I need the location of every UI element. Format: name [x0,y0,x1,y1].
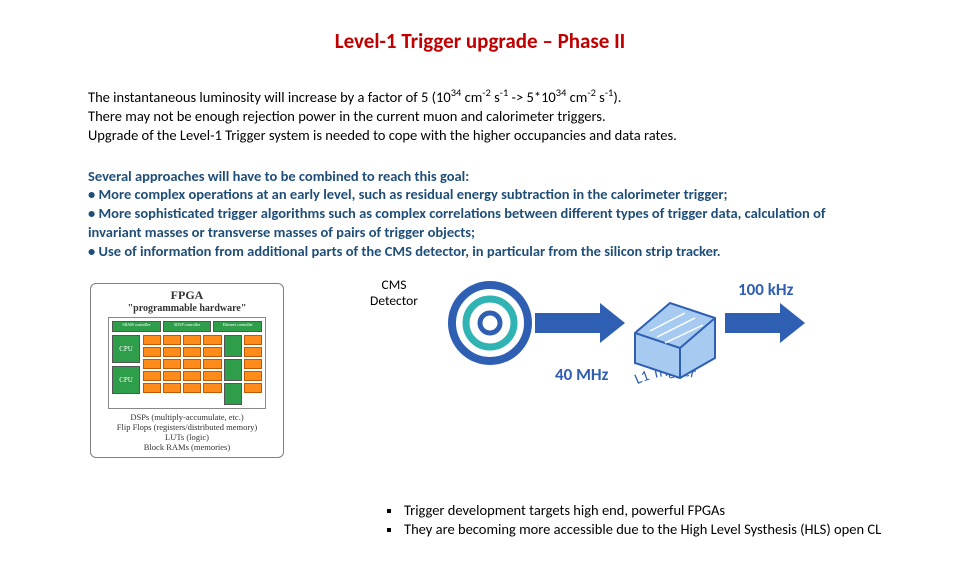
p1-u3: cm [566,88,587,106]
fpga-footer: DSPs (multiply-accumulate, etc.) Flip Fl… [97,412,277,453]
fpga-diagram: FPGA "programmable hardware" SRAM contro… [90,283,284,458]
p1-e1: 34 [451,86,462,99]
p1-e3: -1 [500,86,509,99]
p1-end: ). [613,88,621,106]
p1-l3: Upgrade of the Level-1 Trigger system is… [88,126,677,144]
p1-e2: -2 [482,86,491,99]
fpga-cpu-0: CPU [112,335,140,363]
p1-l1-pre: The instantaneous luminosity will increa… [88,88,451,106]
p1-mid: -> 5*10 [508,88,556,106]
fpga-cpu-1: CPU [112,366,140,394]
trigger-flow-diagram: 40 MHz L1 Trigger 100 kHz [440,273,820,403]
fpga-ctrl-sdip: SD/IP controller [163,321,212,332]
target-item-1: They are becoming more accessible due to… [402,520,890,540]
page-title: Level-1 Trigger upgrade – Phase II [0,28,960,54]
paragraph-luminosity: The instantaneous luminosity will increa… [88,88,872,145]
target-bullets: Trigger development targets high end, po… [346,501,890,540]
p1-u1: cm [461,88,482,106]
flow-khz: 100 kHz [738,279,794,300]
fpga-header: FPGA [97,288,277,303]
p2-b2: • More sophisticated trigger algorithms … [88,204,826,241]
diagram-row: FPGA "programmable hardware" SRAM contro… [88,283,872,458]
fpga-logic-grid [143,335,262,405]
target-item-0: Trigger development targets high end, po… [402,501,890,521]
fpga-subtitle: "programmable hardware" [97,303,277,314]
cms-detector-label: CMS Detector [354,277,434,309]
p1-u2: s [491,88,500,106]
p1-u4: s [596,88,605,106]
p2-b1: • More complex operations at an early le… [88,185,728,203]
p1-e5: -2 [587,86,596,99]
fpga-ctrl-sram: SRAM controller [112,321,161,332]
p1-l2: There may not be enough rejection power … [88,107,606,125]
flow-mhz: 40 MHz [555,364,609,385]
paragraph-approaches: Several approaches will have to be combi… [88,167,872,261]
p1-e4: 34 [556,86,567,99]
fpga-chip: SRAM controller SD/IP controller Etherne… [108,317,266,409]
p2-b3: • Use of information from additional par… [88,242,721,260]
fpga-ctrl-eth: Ethernet controller [213,321,262,332]
p2-intro: Several approaches will have to be combi… [88,167,469,185]
